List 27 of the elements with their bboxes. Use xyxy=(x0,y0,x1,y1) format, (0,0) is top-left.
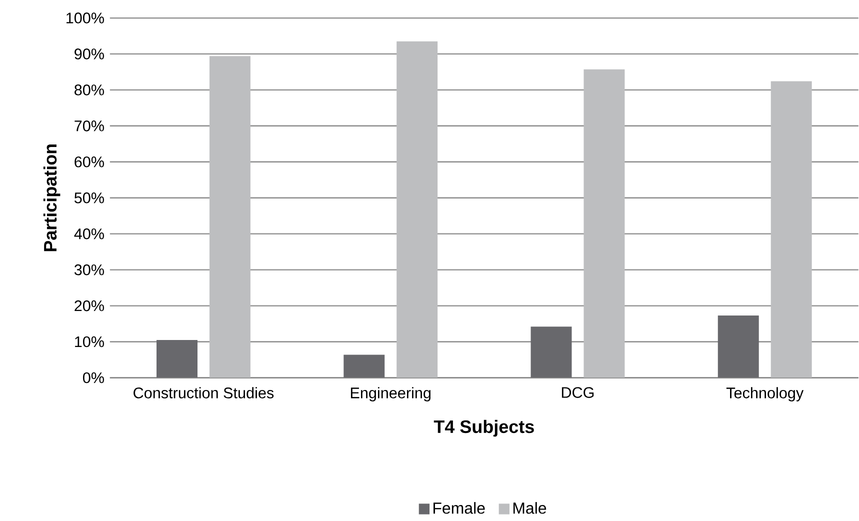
x-tick-label: Engineering xyxy=(350,386,430,402)
bar xyxy=(396,41,438,378)
y-tick-label: 70% xyxy=(74,120,104,132)
y-axis-title: Participation xyxy=(43,144,60,251)
legend-label: Female xyxy=(434,502,485,514)
bar xyxy=(530,326,572,378)
y-tick-label: 100% xyxy=(66,12,104,24)
y-tick-label: 80% xyxy=(74,84,104,96)
y-tick-label: 10% xyxy=(75,336,104,348)
bar xyxy=(156,340,198,378)
y-tick-label: 40% xyxy=(74,228,104,240)
y-tick-label: 50% xyxy=(74,192,104,204)
y-tick-label: 20% xyxy=(74,300,104,312)
x-tick-label: DCG xyxy=(562,386,594,398)
bar xyxy=(770,81,812,378)
bar xyxy=(584,69,625,378)
y-tick-label: 30% xyxy=(74,264,104,276)
x-tick-label: Construction Studies xyxy=(134,386,274,398)
bar xyxy=(718,315,759,378)
x-tick-label: Technology xyxy=(726,386,804,402)
y-tick-label: 90% xyxy=(74,48,104,60)
y-tick-label: 60% xyxy=(74,156,104,168)
y-tick-label: 0% xyxy=(83,372,104,384)
bar xyxy=(209,56,250,378)
x-axis-title: T4 Subjects xyxy=(434,420,534,437)
legend-label: Male xyxy=(513,502,546,514)
bar xyxy=(344,354,385,378)
